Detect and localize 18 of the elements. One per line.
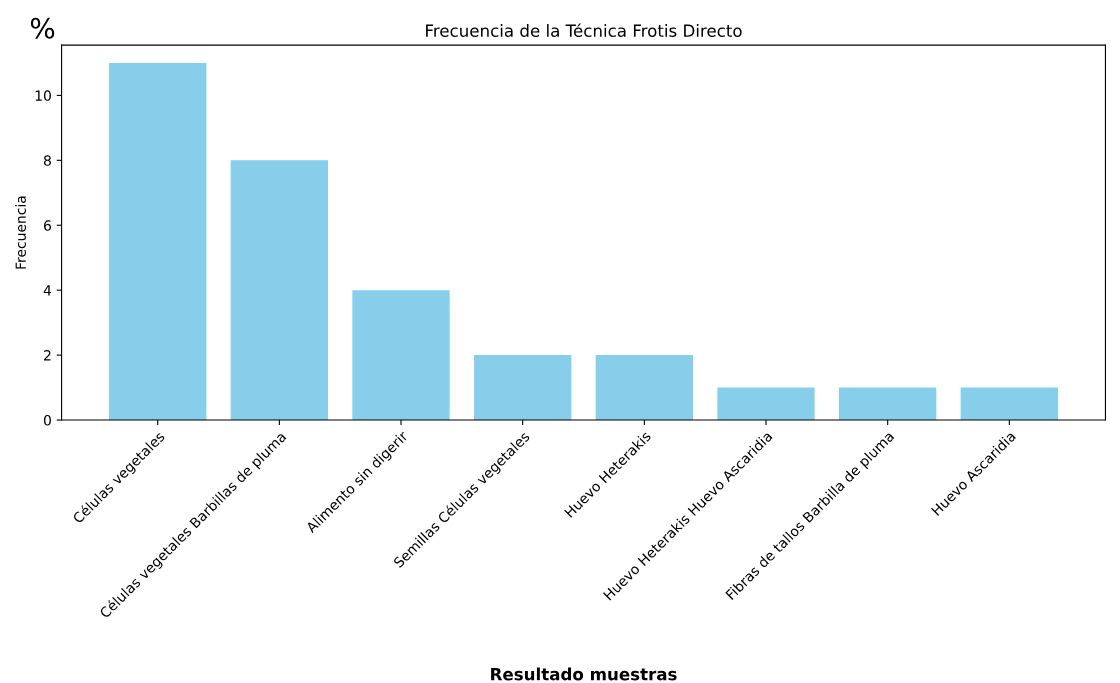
bar — [595, 355, 694, 421]
bar — [474, 355, 572, 421]
y-tick-label: 6 — [44, 220, 51, 231]
bar — [352, 290, 450, 421]
y-tick-label: 4 — [43, 285, 52, 296]
y-tick-label: 0 — [43, 415, 51, 426]
y-tick-label: 8 — [43, 155, 51, 166]
bar — [109, 62, 207, 421]
text: % — [30, 17, 55, 39]
x-axis-title: Resultado muestras — [491, 667, 677, 681]
chart-title: Frecuencia de la Técnica Frotis Directo — [426, 23, 742, 37]
y-tick-label: 2 — [44, 350, 51, 361]
bar — [717, 387, 815, 421]
bar — [230, 160, 329, 421]
y-tick-label: 10 — [35, 90, 51, 101]
bar — [960, 387, 1058, 421]
bar — [839, 387, 937, 421]
y-axis-title: Frecuencia — [15, 196, 26, 269]
